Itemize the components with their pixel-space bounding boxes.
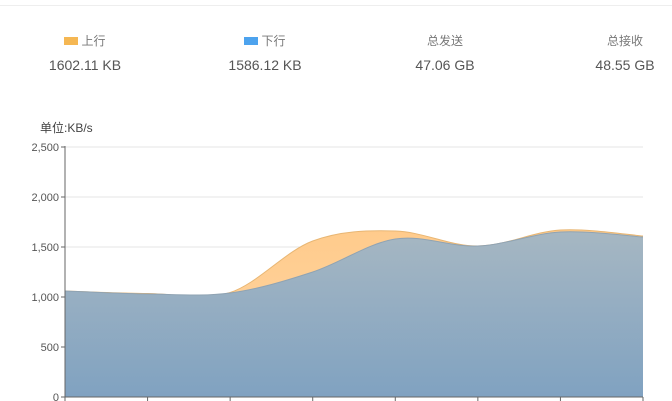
upload-legend[interactable]: 上行 bbox=[30, 33, 140, 49]
y-axis-unit-label: 单位:KB/s bbox=[40, 121, 93, 135]
download-area bbox=[65, 231, 643, 397]
upload-stat: 上行 1602.11 KB bbox=[30, 33, 140, 73]
upload-legend-swatch bbox=[64, 37, 79, 45]
total-received-stat: 总接收 48.55 GB bbox=[570, 33, 672, 73]
upload-value: 1602.11 KB bbox=[48, 57, 122, 73]
download-legend-swatch bbox=[244, 37, 259, 45]
download-legend[interactable]: 下行 bbox=[210, 33, 320, 49]
total-sent-stat: 总发送 47.06 GB bbox=[390, 33, 500, 73]
download-label: 下行 bbox=[261, 34, 286, 48]
download-stat: 下行 1586.12 KB bbox=[210, 33, 320, 73]
y-tick-label: 500 bbox=[41, 342, 59, 354]
total-sent-value: 47.06 GB bbox=[415, 57, 475, 73]
total-received-value: 48.55 GB bbox=[595, 57, 655, 73]
total-received-label: 总接收 bbox=[606, 34, 643, 48]
upload-label: 上行 bbox=[81, 34, 106, 48]
y-tick-label: 1,000 bbox=[31, 292, 59, 304]
y-tick-label: 0 bbox=[53, 392, 59, 401]
y-tick-label: 2,000 bbox=[31, 192, 59, 204]
top-divider bbox=[0, 5, 672, 6]
download-value: 1586.12 KB bbox=[228, 57, 302, 73]
download-line bbox=[64, 231, 644, 296]
y-tick-label: 1,500 bbox=[31, 242, 59, 254]
total-sent-label: 总发送 bbox=[426, 34, 463, 48]
y-tick-label: 2,500 bbox=[31, 142, 59, 154]
